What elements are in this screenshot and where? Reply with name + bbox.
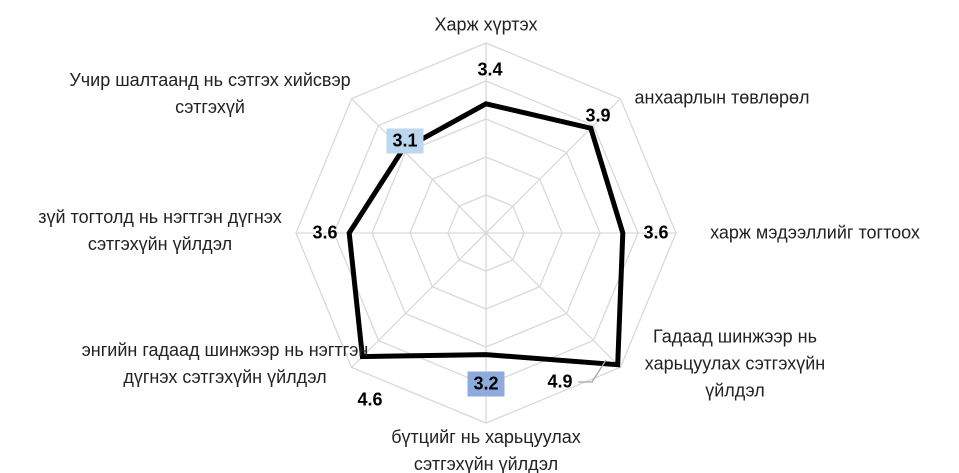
- data-label: 3.9: [585, 105, 611, 126]
- category-label: бүтцийг нь харьцуулах сэтгэхүйн үйлдэл: [391, 427, 581, 473]
- spoke: [351, 98, 487, 234]
- spoke: [485, 232, 621, 368]
- category-label: Гадаад шинжээр нь харьцуулах сэтгэхүйн ү…: [644, 326, 826, 401]
- data-label: 4.9: [547, 371, 573, 392]
- category-label: анхаарлын төвлөрөл: [634, 87, 810, 108]
- data-label: 3.2: [467, 371, 505, 397]
- category-label: Учир шалтаанд нь сэтгэх хийсвэр сэтгэхүй: [69, 70, 351, 117]
- data-label: 3.6: [643, 222, 669, 243]
- data-label: 3.4: [477, 59, 503, 80]
- data-line: [346, 101, 626, 368]
- data-label: 3.6: [312, 222, 338, 243]
- category-label: Харж хүртэх: [434, 14, 538, 35]
- spoke: [485, 98, 621, 234]
- data-label: 4.6: [357, 389, 383, 410]
- category-label: зүй тогтолд нь нэгтгэн дүгнэх сэтгэхүйн …: [38, 207, 282, 254]
- spoke: [351, 232, 487, 368]
- leader-line: [578, 359, 607, 383]
- category-label: энгийн гадаад шинжээр нь нэгтгэн дүгнэх …: [81, 340, 369, 387]
- category-label: харж мэдээллийг тогтоох: [710, 222, 920, 243]
- data-label: 3.1: [386, 128, 424, 154]
